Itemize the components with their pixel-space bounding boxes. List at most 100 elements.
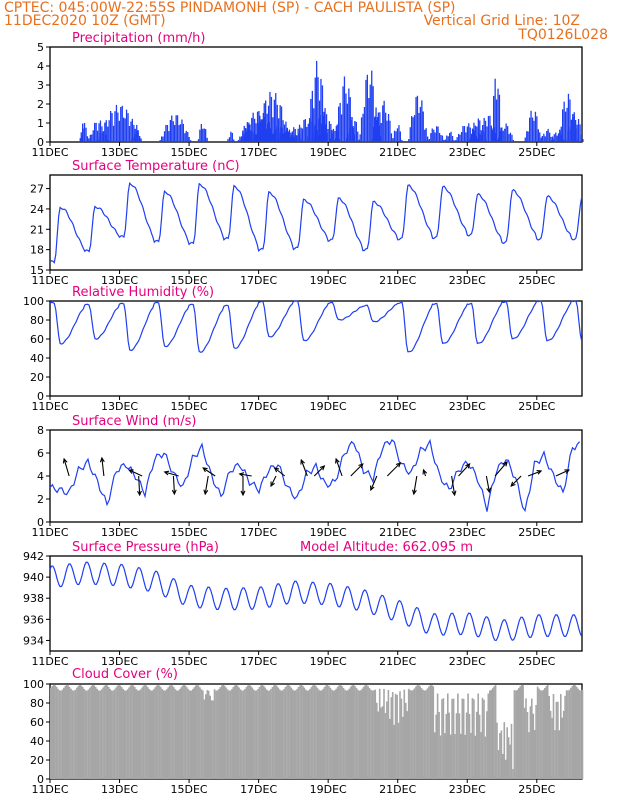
- cloud-bar: [410, 690, 413, 779]
- wind-arrow-head: [395, 462, 402, 468]
- cloud-bar: [525, 698, 527, 779]
- cloud-bar: [296, 688, 298, 779]
- precip-bar: [181, 119, 183, 142]
- cloud-bar: [554, 730, 556, 779]
- precip-bar: [494, 78, 496, 142]
- cloud-bar: [516, 689, 519, 779]
- precip-bar: [262, 119, 264, 142]
- wind-xtick-label: 19DEC: [310, 526, 347, 539]
- precip-bar: [317, 77, 319, 142]
- precip-bar: [256, 111, 259, 142]
- cloud-bar: [215, 690, 217, 779]
- wind-arrow: [413, 475, 418, 495]
- cloud-bar: [225, 687, 227, 779]
- precip-bar: [377, 112, 379, 142]
- cloud-xtick-label: 19DEC: [310, 783, 347, 796]
- precip-bar: [329, 138, 332, 142]
- cloud-bar: [254, 690, 256, 779]
- wind-arrow: [485, 475, 490, 493]
- precip-bar: [200, 124, 202, 142]
- precip-bar: [162, 136, 164, 142]
- precip-bar: [206, 137, 208, 142]
- wind-arrow: [313, 465, 325, 477]
- precip-bar: [175, 115, 177, 142]
- cloud-bar: [357, 689, 359, 779]
- cloud-bar: [52, 685, 55, 779]
- cloud-bar: [234, 685, 236, 779]
- cloud-bar: [358, 690, 361, 779]
- wind-xtick-label: 23DEC: [449, 526, 486, 539]
- cloud-bar: [241, 690, 243, 779]
- wind-arrow-head: [335, 457, 340, 464]
- precip-bar: [237, 139, 240, 142]
- precip-bar: [279, 132, 281, 142]
- cloud-bar: [165, 689, 168, 779]
- precip-bar: [331, 130, 333, 142]
- precip-bar: [434, 132, 436, 142]
- precip-bar: [255, 123, 257, 142]
- cloud-bar: [112, 690, 114, 779]
- cloud-bar: [184, 685, 187, 779]
- cloud-bar: [571, 686, 574, 779]
- wind-xtick-label: 11DEC: [31, 526, 68, 539]
- precip-bar: [82, 128, 84, 142]
- cloud-bar: [506, 727, 508, 779]
- cloud-bar: [467, 693, 469, 779]
- cloud-bar: [439, 735, 442, 779]
- precip-bar: [339, 102, 341, 142]
- cloud-bar: [63, 687, 65, 779]
- cloud-bar: [80, 685, 82, 779]
- cloud-bar: [429, 685, 432, 779]
- precip-bar: [473, 122, 475, 142]
- cloud-bar: [67, 685, 69, 779]
- precip-bar: [450, 131, 452, 142]
- precip-bar: [338, 106, 340, 142]
- precip-bar: [115, 104, 118, 142]
- cloud-bar: [365, 685, 368, 779]
- precip-bar: [430, 133, 432, 142]
- precip-bar: [85, 127, 87, 142]
- wind-arrow-head: [564, 469, 571, 474]
- cloud-ytick-label: 60: [30, 716, 44, 729]
- precip-bar: [502, 130, 504, 142]
- wind-arrow-head: [451, 490, 457, 497]
- cloud-bar: [413, 688, 416, 779]
- cloud-bar: [73, 690, 75, 779]
- cloud-bar: [475, 711, 478, 779]
- plot-area: 0 1 2 3 4 5 11DEC 13DEC 15DEC 17DEC 19DEC 21DEC 23DE…: [23, 41, 584, 796]
- cloud-bar: [103, 685, 106, 779]
- precip-bar: [392, 138, 394, 142]
- precip-bar: [482, 125, 484, 142]
- cloud-ytick-label: 100: [23, 678, 44, 691]
- header-model-id: TQ0126L028: [517, 27, 608, 43]
- precip-bar: [383, 100, 385, 142]
- cloud-bar: [154, 687, 156, 779]
- cloud-bar: [213, 689, 216, 779]
- cloud-bar: [419, 686, 421, 779]
- cloud-bar: [480, 732, 482, 779]
- cloud-bar: [557, 701, 559, 779]
- precip-bar: [547, 128, 549, 142]
- cloud-bar: [302, 685, 304, 779]
- precip-bar: [246, 122, 248, 142]
- cloud-bar: [125, 690, 127, 779]
- cloud-bar: [376, 702, 378, 779]
- precip-bar: [336, 124, 338, 142]
- precip-bar: [136, 124, 138, 142]
- precip-bar: [415, 97, 417, 142]
- precip-bar: [277, 140, 280, 142]
- cloud-bar: [470, 732, 472, 779]
- precip-bar: [104, 122, 106, 142]
- precip-bar: [291, 131, 293, 142]
- cloud-bar: [518, 688, 520, 779]
- cloud-bar: [176, 690, 178, 779]
- cloud-bar: [562, 710, 565, 779]
- cloud-bar: [148, 689, 151, 779]
- cloud-bar: [331, 689, 333, 779]
- precip-bar: [355, 121, 357, 142]
- cloud-bar: [260, 685, 262, 779]
- wind-arrow-head: [422, 468, 428, 475]
- cloud-bar: [141, 687, 143, 779]
- precip-bar: [182, 123, 184, 142]
- cloud-bar: [552, 694, 555, 779]
